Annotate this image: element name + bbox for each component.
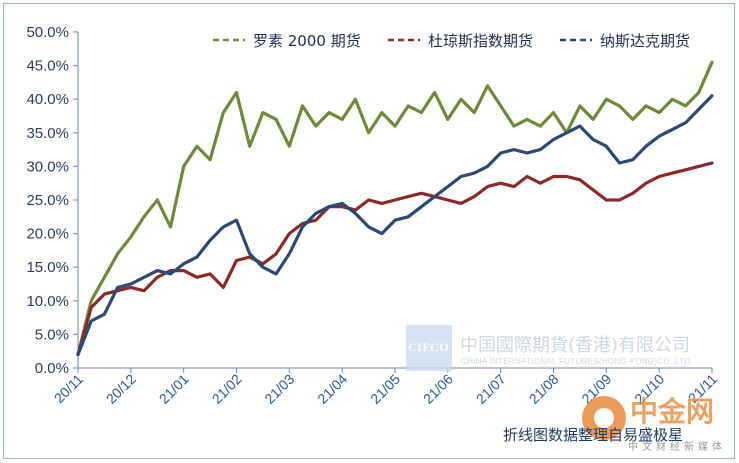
cifco-watermark-logo: CIFCO — [406, 325, 452, 371]
series-line-3 — [76, 94, 714, 357]
legend-label-1: 罗素 2000 期货 — [253, 32, 361, 50]
y-tick-label: 45.0% — [26, 58, 69, 75]
x-tick-label: 21/03 — [261, 371, 297, 407]
y-tick-label: 50.0% — [26, 24, 69, 41]
x-tick-label: 21/05 — [367, 371, 403, 407]
cnfol-logo-icon — [582, 396, 626, 440]
x-tick-label: 21/02 — [209, 371, 245, 407]
legend: 罗素 2000 期货 杜琼斯指数期货 纳斯达克期货 — [213, 32, 690, 50]
y-tick-label: 15.0% — [26, 259, 69, 276]
y-tick-label: 25.0% — [26, 192, 69, 209]
y-tick-label: 5.0% — [35, 326, 69, 343]
x-tick-label: 20/12 — [103, 371, 139, 407]
x-tick-label: 21/04 — [314, 371, 350, 407]
y-axis: 0.0% 5.0% 10.0% 15.0% 20.0% 25.0% 30.0% 35.0% 40… — [26, 24, 79, 377]
legend-label-3: 纳斯达克期货 — [600, 32, 690, 50]
cnfol-tagline: 中文财经新媒体 — [628, 442, 726, 453]
watermark-company-cn: 中国國際期貨(香港)有限公司 — [460, 335, 691, 356]
x-tick-label: 21/01 — [156, 371, 192, 407]
y-tick-label: 40.0% — [26, 91, 69, 108]
series-line-1 — [76, 60, 714, 357]
cnfol-watermark: 中金网 中文财经新媒体 — [582, 390, 732, 456]
y-tick-label: 10.0% — [26, 293, 69, 310]
chart-frame — [3, 3, 735, 459]
legend-label-2: 杜琼斯指数期货 — [428, 32, 533, 50]
y-tick-label: 0.0% — [35, 360, 69, 377]
source-note: 折线图数据整理自易盛极星 — [503, 426, 684, 444]
y-tick-label: 35.0% — [26, 125, 69, 142]
x-tick-label: 21/06 — [420, 371, 456, 407]
y-tick-label: 30.0% — [26, 158, 69, 175]
watermark-company-en: CHINA INTERNATIONAL FUTURES(HONG KONG)CO… — [461, 357, 693, 366]
x-tick-label: 21/07 — [473, 371, 509, 407]
series-line-2 — [76, 161, 714, 357]
cnfol-name: 中金网 — [630, 395, 715, 428]
series-layer — [76, 60, 714, 357]
cifco-logo-text: CIFCO — [408, 340, 450, 354]
y-tick-label: 20.0% — [26, 226, 69, 243]
x-tick-label: 21/08 — [526, 371, 562, 407]
